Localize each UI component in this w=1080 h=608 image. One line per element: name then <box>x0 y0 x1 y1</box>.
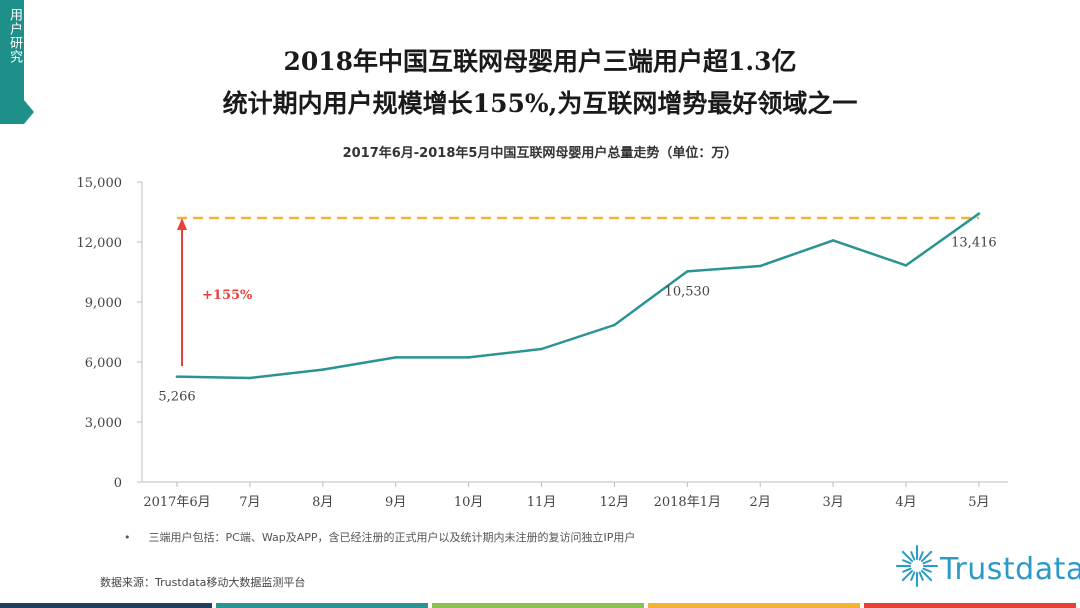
x-tick-label: 11月 <box>527 495 557 510</box>
logo-ray <box>920 550 933 563</box>
logo-ray <box>902 559 912 565</box>
x-tick-label: 2月 <box>750 495 771 510</box>
data-point <box>394 356 398 359</box>
logo-ray <box>902 567 912 573</box>
x-tick-label: 2017年6月 <box>143 495 210 510</box>
y-tick-label: 3,000 <box>85 416 122 431</box>
data-point <box>831 239 835 242</box>
x-tick-label: 2018年1月 <box>654 495 721 510</box>
logo-ray <box>920 569 933 582</box>
x-tick-label: 12月 <box>600 495 630 510</box>
side-tab: 用户研究 <box>0 0 34 126</box>
trustdata-logo: Trustdata <box>892 536 1080 596</box>
data-point <box>248 376 252 380</box>
bottom-bar-segment <box>864 603 1076 608</box>
series-line <box>176 212 980 380</box>
logo-burst-icon <box>896 545 938 587</box>
x-tick-label: 5月 <box>968 495 989 510</box>
logo-ray <box>910 571 916 581</box>
x-tick-label: 10月 <box>454 495 484 510</box>
data-point <box>977 212 981 215</box>
x-tick-label: 9月 <box>385 495 406 510</box>
data-source: 数据来源：Trustdata移动大数据监测平台 <box>100 576 306 589</box>
bottom-color-bar <box>0 603 1080 608</box>
y-tick-label: 0 <box>114 476 122 491</box>
y-tick-label: 12,000 <box>77 236 123 251</box>
y-tick-label: 15,000 <box>77 176 123 191</box>
y-tick-label: 6,000 <box>85 356 122 371</box>
bottom-bar-segment <box>648 603 860 608</box>
x-tick-label: 3月 <box>822 495 843 510</box>
data-label: 5,266 <box>158 390 195 405</box>
data-point <box>904 264 908 267</box>
page-title-line1: 2018年中国互联网母婴用户三端用户超1.3亿 <box>283 47 797 76</box>
logo-ray <box>922 567 932 573</box>
x-tick-label: 8月 <box>312 495 333 510</box>
logo-ray <box>922 559 932 565</box>
bottom-bar-segment <box>432 603 644 608</box>
data-label: 13,416 <box>951 236 997 251</box>
growth-arrow-head <box>177 218 187 230</box>
growth-label: +155% <box>202 288 253 303</box>
side-tab-shape <box>0 0 34 124</box>
side-tab-label: 用户研究 <box>7 8 22 64</box>
footnote-text: 三端用户包括：PC端、Wap及APP，含已经注册的正式用户以及统计期内未注册的复… <box>148 531 636 544</box>
bottom-bar-segment <box>216 603 428 608</box>
logo-ray <box>918 551 924 561</box>
page-title-line2: 统计期内用户规模增长155%,为互联网增势最好领域之一 <box>222 89 858 118</box>
logo-ray <box>901 550 914 563</box>
data-point <box>540 347 543 351</box>
data-label: 10,530 <box>665 284 711 299</box>
x-tick-label: 4月 <box>895 495 916 510</box>
logo-ray <box>901 569 914 582</box>
data-point <box>686 270 689 273</box>
y-tick-label: 9,000 <box>85 296 122 311</box>
data-point <box>175 375 179 378</box>
x-tick-label: 7月 <box>239 495 260 510</box>
bottom-bar-segment <box>0 603 212 608</box>
footnote: • 三端用户包括：PC端、Wap及APP，含已经注册的正式用户以及统计期内未注册的… <box>124 529 635 545</box>
logo-ray <box>910 551 916 561</box>
data-point <box>758 264 762 268</box>
logo-ray <box>918 571 924 581</box>
chart-title: 2017年6月-2018年5月中国互联网母婴用户总量走势（单位：万） <box>342 146 738 161</box>
logo-text: Trustdata <box>940 552 1080 587</box>
data-point <box>467 356 470 359</box>
footnote-bullet: • <box>124 531 131 544</box>
data-point <box>613 323 616 327</box>
data-point <box>321 368 325 371</box>
